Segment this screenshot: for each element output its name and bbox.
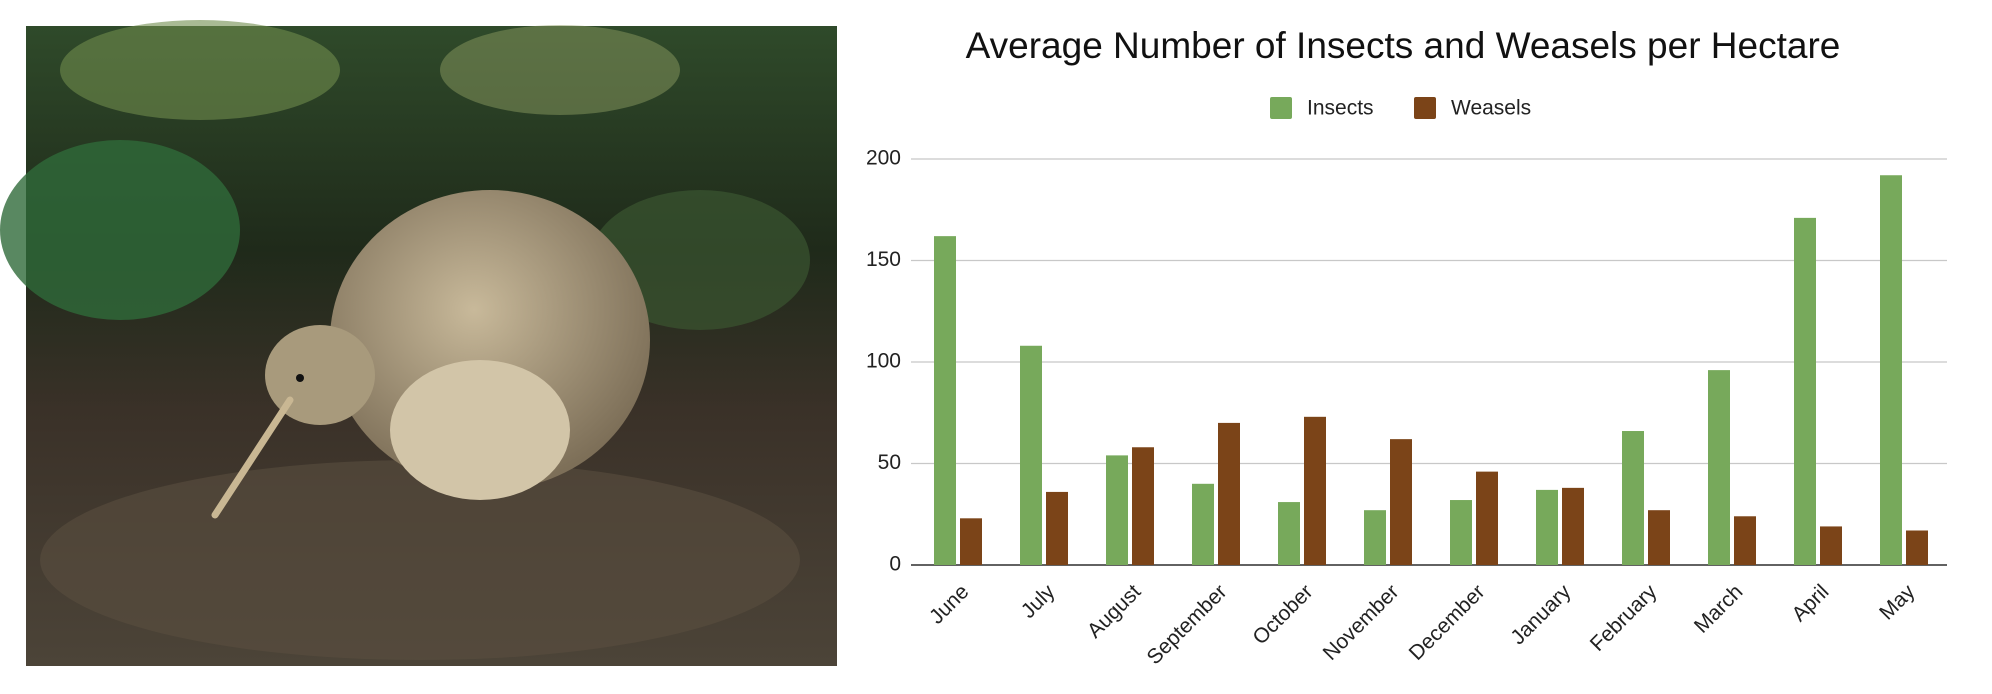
x-tick-label: December — [1405, 580, 1490, 665]
bar — [1622, 431, 1644, 565]
x-tick-label: November — [1319, 580, 1404, 665]
bar — [1906, 530, 1928, 565]
legend-swatch — [1270, 97, 1292, 119]
chart-title: Average Number of Insects and Weasels pe… — [966, 25, 1841, 66]
bar — [1304, 416, 1326, 565]
bar — [1536, 489, 1558, 565]
bar — [1708, 370, 1730, 565]
x-tick-label: September — [1143, 580, 1232, 669]
x-tick-label: April — [1787, 580, 1833, 626]
bar — [1106, 455, 1128, 565]
x-tick-label: February — [1586, 580, 1662, 656]
y-tick-label: 150 — [866, 248, 901, 271]
bar — [1390, 439, 1412, 565]
legend-label: Weasels — [1451, 97, 1531, 120]
bar — [1046, 491, 1068, 565]
bar — [1132, 447, 1154, 565]
bar — [1476, 471, 1498, 565]
y-tick-label: 0 — [889, 553, 901, 576]
x-tick-label: March — [1690, 580, 1748, 638]
bar — [1278, 502, 1300, 565]
bar — [960, 518, 982, 565]
y-tick-label: 50 — [878, 451, 901, 474]
y-tick-label: 100 — [866, 350, 901, 373]
x-tick-label: June — [925, 580, 973, 628]
bar — [934, 236, 956, 565]
legend-swatch — [1414, 97, 1436, 119]
bar — [1794, 217, 1816, 565]
photo — [0, 20, 837, 666]
bar — [1648, 510, 1670, 565]
legend-label: Insects — [1307, 97, 1374, 120]
x-tick-label: August — [1083, 580, 1146, 643]
bar — [1880, 175, 1902, 566]
y-tick-label: 200 — [866, 147, 901, 170]
bar — [1734, 516, 1756, 565]
bar — [1192, 483, 1214, 565]
x-tick-label: July — [1017, 580, 1060, 623]
bar — [1020, 345, 1042, 565]
x-tick-label: May — [1875, 580, 1920, 625]
bar — [1364, 510, 1386, 565]
bar — [1820, 526, 1842, 565]
bar — [1450, 500, 1472, 565]
x-tick-label: October — [1248, 580, 1317, 649]
x-tick-label: January — [1506, 580, 1575, 649]
bar — [1218, 422, 1240, 565]
bar — [1562, 487, 1584, 565]
